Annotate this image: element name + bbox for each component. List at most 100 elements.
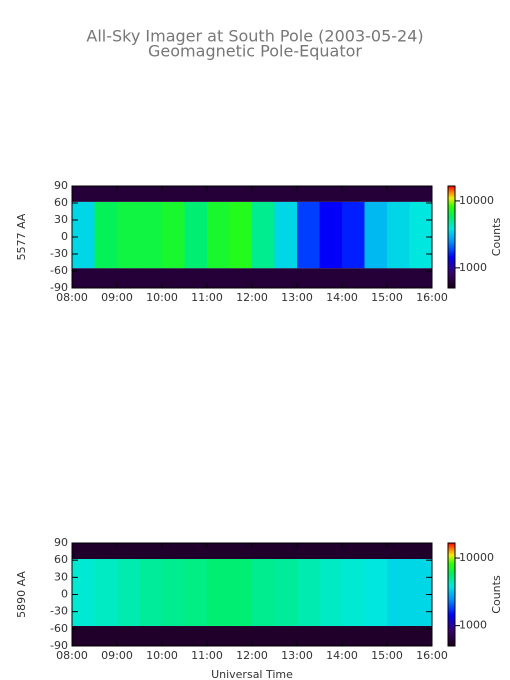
heat-cell [364,625,388,646]
heat-cell [252,186,275,202]
heat-cell [207,559,230,626]
heat-cell [387,625,410,646]
heat-cell [162,268,185,288]
y-tick-label: -90 [50,639,68,652]
x-axis-label: Universal Time [211,668,293,680]
heat-cell [409,559,433,626]
heat-cell [229,268,253,288]
heat-cell [162,625,185,646]
heat-cell [117,625,140,646]
y-tick-label: 60 [54,196,68,209]
heat-cell [409,625,433,646]
heat-cell [139,559,163,626]
heat-cell [94,186,118,202]
heat-cell [274,186,298,202]
colorbar-tick-label: 1000 [459,619,487,632]
x-tick-label: 13:00 [281,649,313,662]
heat-cell [252,559,275,626]
x-tick-label: 14:00 [326,291,358,304]
heat-cell [364,543,388,560]
heat-cell [184,625,208,646]
heat-cell [184,559,208,626]
heat-cell [342,559,365,626]
heat-cell [207,268,230,288]
heat-cell [184,201,208,269]
heat-cell [184,268,208,288]
heat-cell [162,201,185,269]
x-tick-label: 15:00 [371,291,403,304]
heat-cell [342,625,365,646]
heat-cell [207,543,230,560]
heat-cell [409,201,433,269]
heat-cell [72,543,95,560]
y-axis-label: 5577 AA [15,213,28,260]
heat-cell [252,543,275,560]
heat-cell [297,625,320,646]
heat-cell [229,559,253,626]
heat-cell [297,543,320,560]
heat-cell [319,543,343,560]
heat-cell [409,543,433,560]
x-tick-label: 09:00 [101,649,133,662]
heat-cell [319,625,343,646]
x-tick-label: 10:00 [146,649,178,662]
heat-cell [319,559,343,626]
x-tick-label: 11:00 [191,649,223,662]
y-tick-label: 90 [54,179,68,192]
heat-cell [342,186,365,202]
y-tick-label: -30 [50,247,68,260]
x-tick-label: 08:00 [56,649,88,662]
heat-cell [184,543,208,560]
heat-cell [319,201,343,269]
y-tick-label: 0 [61,230,68,243]
heat-cell [387,268,410,288]
colorbar-label: Counts [490,218,503,257]
heat-cell [184,186,208,202]
y-tick-label: -30 [50,605,68,618]
heat-cell [342,201,365,269]
y-axis-label: 5890 AA [15,571,28,618]
heat-cell [72,201,95,269]
heat-cell [274,543,298,560]
x-tick-label: 08:00 [56,291,88,304]
heat-cell [297,201,320,269]
x-tick-label: 12:00 [236,291,268,304]
heat-cell [274,268,298,288]
heat-cell [297,186,320,202]
heat-cell [252,625,275,646]
x-tick-label: 16:00 [416,649,448,662]
colorbar-tick-label: 10000 [459,194,494,207]
heat-cell [207,625,230,646]
heat-cell [162,559,185,626]
heat-cell [229,543,253,560]
heat-cell [139,186,163,202]
heat-cell [409,268,433,288]
heat-cell [409,186,433,202]
heat-cell [139,625,163,646]
x-tick-label: 15:00 [371,649,403,662]
heat-cell [117,186,140,202]
heat-cell [94,201,118,269]
heat-cell [229,201,253,269]
heat-cell [117,543,140,560]
y-tick-label: 0 [61,588,68,601]
colorbar-label: Counts [490,575,503,614]
colorbar [447,542,456,647]
heat-cell [364,186,388,202]
y-tick-label: -60 [50,622,68,635]
x-tick-label: 09:00 [101,291,133,304]
heat-cell [72,559,95,626]
heat-cell [94,543,118,560]
y-tick-label: -90 [50,281,68,294]
heat-cell [229,625,253,646]
heat-cell [139,268,163,288]
heat-cell [387,559,410,626]
heat-cell [162,543,185,560]
y-tick-label: 30 [54,570,68,583]
heat-cell [387,201,410,269]
x-tick-label: 16:00 [416,291,448,304]
heat-cell [274,201,298,269]
heat-cell [342,268,365,288]
heat-cell [342,543,365,560]
